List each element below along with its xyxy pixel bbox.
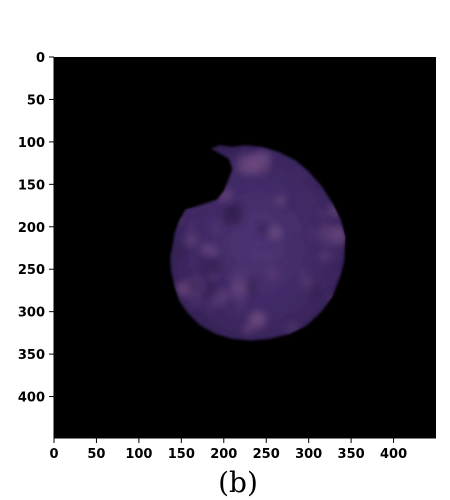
y-tick-label: 100: [18, 136, 45, 151]
cell-texture-spot: [257, 153, 272, 168]
cell-texture-spot: [262, 251, 273, 262]
y-tick-label: 250: [18, 263, 45, 278]
cell-texture-spot: [251, 250, 261, 260]
cell-texture-spot: [229, 281, 249, 301]
x-tick-label: 150: [168, 447, 195, 462]
cell-texture-spot: [206, 300, 218, 311]
y-ticks: 0 50 100 150 200 250 300 350 400: [18, 51, 54, 406]
y-tick-label: 150: [18, 178, 45, 193]
cell-texture-spot: [274, 193, 288, 207]
cell-texture-spot: [236, 153, 259, 176]
cell-texture-spot: [320, 251, 330, 262]
cell-texture-spot: [308, 282, 325, 299]
cell-texture-spot: [301, 276, 313, 289]
cell-texture-spot: [268, 225, 282, 240]
cell-texture-spot: [291, 241, 307, 257]
axes: 0 50 100 150 200 250 300 350 400 0 50 100 150 200 250…: [18, 51, 436, 462]
cell-texture-spot: [187, 277, 204, 294]
cell-texture-spot: [319, 224, 340, 245]
cell-texture-spot: [185, 220, 197, 232]
cell-texture-spot: [200, 242, 213, 256]
cell-texture-spot: [318, 209, 330, 221]
x-tick-label: 0: [49, 447, 58, 462]
cell-texture-spot: [248, 311, 267, 329]
cell-texture-spot: [234, 300, 246, 311]
x-tick-label: 50: [87, 447, 105, 462]
x-tick-label: 200: [210, 447, 237, 462]
y-tick-label: 0: [36, 51, 45, 66]
cell-texture-spot: [221, 204, 244, 226]
cell-texture-spot: [207, 217, 223, 234]
cell-texture-spot: [206, 282, 219, 295]
cell-texture-spot: [201, 257, 223, 278]
cell-texture-spot: [317, 241, 340, 264]
x-tick-label: 400: [380, 447, 407, 462]
cell-texture-spot: [265, 266, 280, 282]
cell-texture-spot: [296, 267, 307, 278]
x-tick-label: 100: [125, 447, 152, 462]
y-tick-label: 350: [18, 348, 45, 363]
y-tick-label: 300: [18, 306, 45, 321]
image-panel: [54, 57, 436, 438]
cell-texture-spot: [293, 169, 305, 181]
x-tick-label: 350: [338, 447, 365, 462]
x-tick-label: 250: [253, 447, 280, 462]
x-ticks: 0 50 100 150 200 250 300 350 400: [49, 438, 407, 462]
y-tick-label: 50: [27, 93, 45, 108]
x-tick-label: 300: [295, 447, 322, 462]
y-tick-label: 400: [18, 391, 45, 406]
y-tick-label: 200: [18, 221, 45, 236]
cell-texture-spot: [221, 260, 230, 270]
cell-texture-spot: [257, 224, 268, 234]
cell-texture-spot: [251, 232, 260, 240]
cell-texture-spot: [243, 323, 254, 335]
cell-texture-spot: [184, 232, 199, 247]
figure-caption: (b): [218, 466, 258, 499]
